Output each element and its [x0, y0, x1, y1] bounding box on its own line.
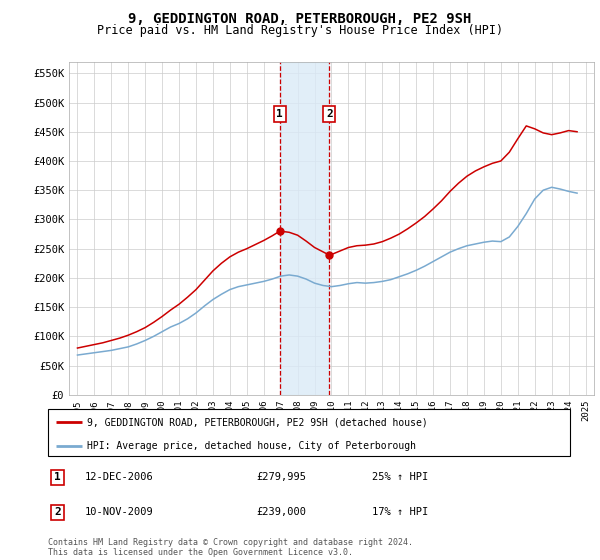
Text: 2: 2 — [326, 109, 332, 119]
Text: 25% ↑ HPI: 25% ↑ HPI — [371, 473, 428, 482]
Text: 12-DEC-2006: 12-DEC-2006 — [85, 473, 153, 482]
Text: 10-NOV-2009: 10-NOV-2009 — [85, 507, 153, 517]
Text: 9, GEDDINGTON ROAD, PETERBOROUGH, PE2 9SH (detached house): 9, GEDDINGTON ROAD, PETERBOROUGH, PE2 9S… — [87, 417, 428, 427]
Text: Contains HM Land Registry data © Crown copyright and database right 2024.
This d: Contains HM Land Registry data © Crown c… — [48, 538, 413, 557]
Text: HPI: Average price, detached house, City of Peterborough: HPI: Average price, detached house, City… — [87, 441, 416, 451]
Text: 1: 1 — [277, 109, 283, 119]
Bar — [280, 62, 329, 395]
Text: 17% ↑ HPI: 17% ↑ HPI — [371, 507, 428, 517]
Text: 2: 2 — [54, 507, 61, 517]
Text: £279,995: £279,995 — [257, 473, 307, 482]
Text: 1: 1 — [54, 473, 61, 482]
Text: Price paid vs. HM Land Registry's House Price Index (HPI): Price paid vs. HM Land Registry's House … — [97, 24, 503, 36]
Text: 9, GEDDINGTON ROAD, PETERBOROUGH, PE2 9SH: 9, GEDDINGTON ROAD, PETERBOROUGH, PE2 9S… — [128, 12, 472, 26]
Text: £239,000: £239,000 — [257, 507, 307, 517]
